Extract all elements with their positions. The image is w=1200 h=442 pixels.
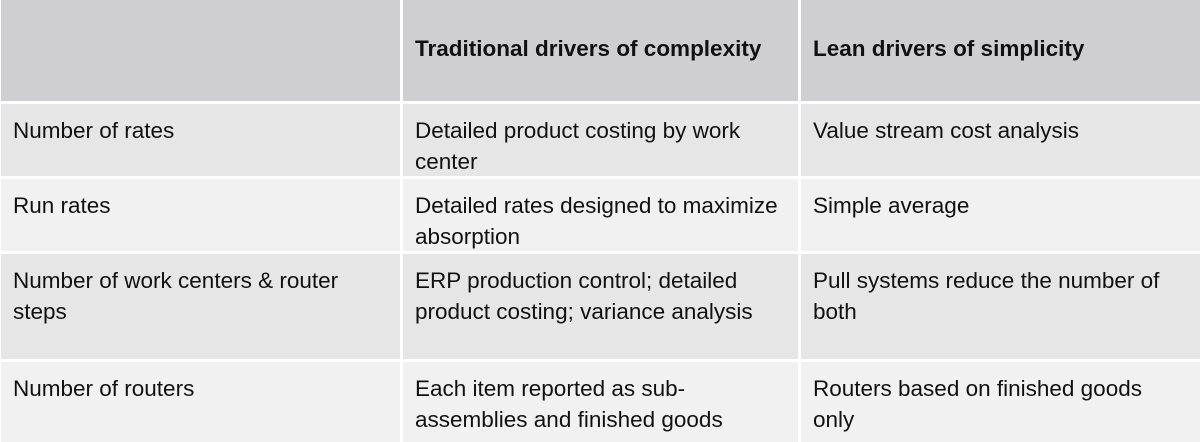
header-cell-empty <box>0 0 400 101</box>
table-cell: Number of work centers & router steps <box>0 251 400 359</box>
header-cell-traditional: Traditional drivers of complexity <box>400 0 798 101</box>
table-cell: Routers based on finished goods only <box>798 359 1200 442</box>
table-cell: Detailed product costing by work center <box>400 101 798 176</box>
table-cell: Simple average <box>798 176 1200 251</box>
table-cell: Detailed rates designed to maximize abso… <box>400 176 798 251</box>
table-cell: Run rates <box>0 176 400 251</box>
header-cell-lean: Lean drivers of simplicity <box>798 0 1200 101</box>
table-cell: Value stream cost analysis <box>798 101 1200 176</box>
table-cell: Number of rates <box>0 101 400 176</box>
table-cell: Number of routers <box>0 359 400 442</box>
table-cell: Pull systems reduce the number of both <box>798 251 1200 359</box>
table-cell: ERP production control; detailed product… <box>400 251 798 359</box>
table-cell: Each item reported as sub-assemblies and… <box>400 359 798 442</box>
